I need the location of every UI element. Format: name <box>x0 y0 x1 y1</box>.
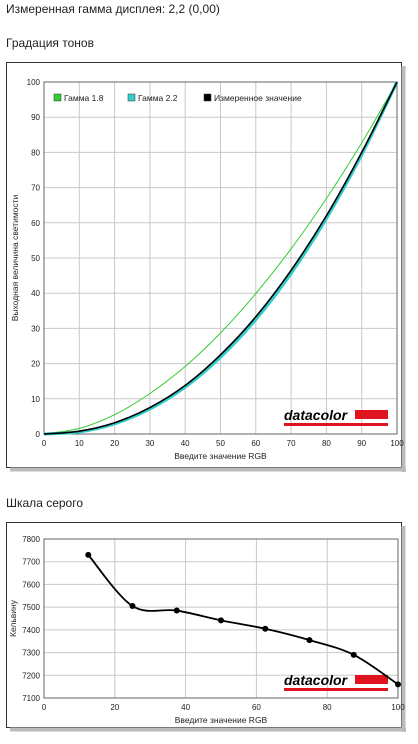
grayscale-chart: 0 20 40 60 80 100 7100 7200 7300 7400 7500 7600 7700… <box>6 522 406 732</box>
legend-label-3: Измеренное значение <box>214 93 302 103</box>
y-tick-label: 7700 <box>22 558 40 567</box>
y-axis-label: Кельвину <box>8 599 18 637</box>
legend-swatch-3 <box>203 93 212 102</box>
data-point <box>173 607 180 614</box>
y-tick-label: 70 <box>31 184 40 193</box>
chart-shadow-right <box>401 526 406 732</box>
datacolor-logo-bar <box>355 410 388 419</box>
x-tick-label: 50 <box>216 439 225 448</box>
x-tick-label: 20 <box>110 439 119 448</box>
y-tick-label: 30 <box>31 324 40 333</box>
series-line-2 <box>43 81 399 436</box>
y-tick-label: 90 <box>31 113 40 122</box>
data-point <box>262 625 269 632</box>
y-tick-label: 7800 <box>22 535 40 544</box>
y-tick-label: 100 <box>27 78 41 87</box>
legend-label-1: Гамма 1.8 <box>64 93 104 103</box>
legend-swatch-2 <box>127 93 136 102</box>
datacolor-logo-text: datacolor <box>284 407 349 423</box>
datacolor-logo-underline <box>284 423 388 426</box>
y-tick-label: 7300 <box>22 649 40 658</box>
data-point <box>218 617 224 624</box>
datacolor-logo-underline <box>284 688 388 691</box>
y-axis-label: Выходная величина светимости <box>10 194 20 321</box>
y-tick-label: 7200 <box>22 671 40 680</box>
x-tick-label: 70 <box>287 439 296 448</box>
plot-area-border <box>43 81 398 435</box>
x-tick-label: 80 <box>323 703 332 712</box>
chart-shadow-right <box>401 66 406 472</box>
page-title: Измеренная гамма дисплея: 2,2 (0,00) <box>6 2 220 16</box>
y-tick-label: 10 <box>31 395 40 404</box>
y-tick-label: 0 <box>36 430 41 439</box>
x-axis-label: Введите значение RGB <box>174 451 267 461</box>
datacolor-logo-bar <box>355 675 388 684</box>
data-point <box>395 681 401 688</box>
section-title-tone: Градация тонов <box>6 36 94 50</box>
x-tick-label: 80 <box>322 439 331 448</box>
x-axis-label: Введите значение RGB <box>175 715 268 725</box>
x-tick-label: 20 <box>110 703 119 712</box>
y-tick-label: 7500 <box>22 603 40 612</box>
x-tick-label: 40 <box>181 439 190 448</box>
y-tick-label: 7600 <box>22 580 40 589</box>
data-point <box>129 603 136 610</box>
tone-gradation-svg: 0 10 20 30 40 50 60 70 80 90 100 0 10 20 30 40 50 60 70 80 9… <box>6 62 406 472</box>
x-tick-label: 0 <box>42 703 47 712</box>
y-tick-label: 80 <box>31 148 40 157</box>
x-tick-label: 30 <box>145 439 154 448</box>
x-tick-label: 0 <box>42 439 47 448</box>
x-tick-label: 10 <box>75 439 84 448</box>
series-line-1 <box>43 81 398 435</box>
plot-area-border <box>43 538 399 699</box>
x-tick-label: 60 <box>251 439 260 448</box>
x-tick-label: 60 <box>252 703 261 712</box>
datacolor-logo-text: datacolor <box>284 672 349 688</box>
y-tick-label: 40 <box>31 289 40 298</box>
y-tick-label: 60 <box>31 219 40 228</box>
x-tick-label: 90 <box>357 439 366 448</box>
data-point <box>306 637 313 644</box>
chart-frame <box>6 522 402 728</box>
y-tick-label: 50 <box>31 254 40 263</box>
x-tick-label: 100 <box>390 439 404 448</box>
tone-gradation-chart: 0 10 20 30 40 50 60 70 80 90 100 0 10 20 30 40 50 60 70 80 9… <box>6 62 406 472</box>
chart-shadow-bottom <box>10 727 406 732</box>
data-point <box>85 551 92 558</box>
chart-frame <box>6 62 402 468</box>
y-tick-label: 7100 <box>22 694 40 703</box>
series-line-3 <box>43 81 398 435</box>
y-tick-label: 7400 <box>22 626 40 635</box>
data-point <box>350 651 357 658</box>
grayscale-svg: 0 20 40 60 80 100 7100 7200 7300 7400 7500 7600 7700… <box>6 522 406 732</box>
legend-swatch-1 <box>53 93 62 102</box>
legend-label-2: Гамма 2.2 <box>138 93 178 103</box>
chart-shadow-bottom <box>10 467 406 472</box>
x-tick-label: 40 <box>181 703 190 712</box>
x-tick-label: 100 <box>391 703 405 712</box>
section-title-grayscale: Шкала серого <box>6 496 84 510</box>
y-tick-label: 20 <box>31 360 40 369</box>
